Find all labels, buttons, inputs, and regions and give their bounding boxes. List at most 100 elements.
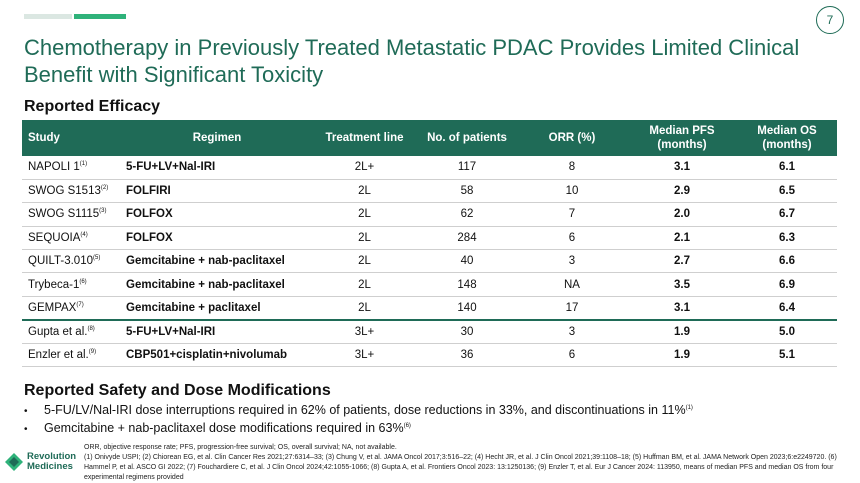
bullet-marker: • xyxy=(24,424,28,435)
cell-regimen: Gemcitabine + nab-paclitaxel xyxy=(122,272,312,297)
table-row: Enzler et al.(9) CBP501+cisplatin+nivolum… xyxy=(22,343,837,368)
company-logo: Revolution Medicines xyxy=(4,452,76,472)
table-row: NAPOLI 1(1) 5-FU+LV+Nal-IRI 2L+ 117 8 3.1 6.1 xyxy=(22,156,837,180)
cell-study: GEMPAX(7) xyxy=(22,296,122,321)
cell-regimen: CBP501+cisplatin+nivolumab xyxy=(122,343,312,368)
cell-orr: 7 xyxy=(517,202,627,227)
table-row: SEQUOIA(4) FOLFOX 2L 284 6 2.1 6.3 xyxy=(22,226,837,251)
cell-patients: 62 xyxy=(417,202,517,227)
cell-pfs: 2.0 xyxy=(627,202,737,227)
cell-os: 5.0 xyxy=(737,319,837,344)
cell-os: 6.3 xyxy=(737,226,837,251)
cell-orr: 17 xyxy=(517,296,627,321)
safety-bullets: • 5-FU/LV/Nal-IRI dose interruptions req… xyxy=(24,402,693,438)
cell-orr: 6 xyxy=(517,343,627,368)
cell-os: 6.1 xyxy=(737,156,837,180)
accent-bar-highlight xyxy=(74,14,126,19)
cell-treatment-line: 2L+ xyxy=(312,156,417,180)
cell-ref: (7) xyxy=(76,301,84,308)
cell-orr: 8 xyxy=(517,156,627,180)
cell-patients: 58 xyxy=(417,179,517,204)
cell-orr: NA xyxy=(517,272,627,297)
table-row: SWOG S1513(2) FOLFIRI 2L 58 10 2.9 6.5 xyxy=(22,179,837,204)
cell-os: 6.5 xyxy=(737,179,837,204)
header-orr: ORR (%) xyxy=(548,132,596,144)
cell-patients: 148 xyxy=(417,272,517,297)
cell-study: SEQUOIA(4) xyxy=(22,226,122,251)
cell-patients: 140 xyxy=(417,296,517,321)
table-row: QUILT-3.010(5) Gemcitabine + nab-paclitax… xyxy=(22,249,837,274)
cell-study: SWOG S1513(2) xyxy=(22,179,122,204)
cell-pfs: 2.1 xyxy=(627,226,737,251)
safety-heading: Reported Safety and Dose Modifications xyxy=(24,382,331,399)
revolution-medicines-logo-icon xyxy=(5,453,23,471)
list-item: • 5-FU/LV/Nal-IRI dose interruptions req… xyxy=(24,402,693,420)
cell-patients: 117 xyxy=(417,156,517,180)
logo-line-2: Medicines xyxy=(27,461,73,472)
bullet-ref: (1) xyxy=(685,404,693,411)
cell-study: Gupta et al.(8) xyxy=(22,319,122,344)
header-os: Median OS (months) xyxy=(757,125,817,151)
cell-pfs: 3.1 xyxy=(627,156,737,180)
slide-title: Chemotherapy in Previously Treated Metas… xyxy=(24,35,800,87)
accent-bar xyxy=(24,14,72,19)
bullet-text: 5-FU/LV/Nal-IRI dose interruptions requi… xyxy=(44,403,686,417)
efficacy-heading: Reported Efficacy xyxy=(24,98,161,115)
cell-os: 5.1 xyxy=(737,343,837,368)
bullet-text: Gemcitabine + nab-paclitaxel dose modifi… xyxy=(44,421,404,435)
cell-os: 6.9 xyxy=(737,272,837,297)
cell-study: SWOG S1115(3) xyxy=(22,202,122,227)
cell-study: Trybeca-1(6) xyxy=(22,272,122,297)
cell-patients: 40 xyxy=(417,249,517,274)
footnote-references: (1) Onivyde USPI; (2) Chiorean EG, et al… xyxy=(84,454,837,481)
cell-regimen: 5-FU+LV+Nal-IRI xyxy=(122,319,312,344)
header-study: Study xyxy=(28,132,60,144)
cell-treatment-line: 2L xyxy=(312,272,417,297)
cell-pfs: 3.5 xyxy=(627,272,737,297)
table-row: Gupta et al.(8) 5-FU+LV+Nal-IRI 3L+ 30 3 1.9 5… xyxy=(22,319,837,344)
bullet-ref: (6) xyxy=(403,422,411,429)
efficacy-table: Study Regimen Treatment line No. of pati… xyxy=(22,120,837,368)
table-row: GEMPAX(7) Gemcitabine + paclitaxel 2L 140 17… xyxy=(22,296,837,321)
cell-pfs: 1.9 xyxy=(627,319,737,344)
cell-ref: (9) xyxy=(88,348,97,355)
footnote-abbreviations: ORR, objective response rate; PFS, progr… xyxy=(84,444,397,451)
cell-regimen: Gemcitabine + nab-paclitaxel xyxy=(122,249,312,274)
page-number: 7 xyxy=(816,6,844,34)
cell-pfs: 1.9 xyxy=(627,343,737,368)
cell-treatment-line: 2L xyxy=(312,249,417,274)
cell-os: 6.7 xyxy=(737,202,837,227)
header-pfs: Median PFS (months) xyxy=(649,125,715,151)
cell-ref: (6) xyxy=(79,278,87,285)
cell-ref: (5) xyxy=(93,255,101,262)
cell-orr: 10 xyxy=(517,179,627,204)
table-row: SWOG S1115(3) FOLFOX 2L 62 7 2.0 6.7 xyxy=(22,202,837,227)
cell-study: NAPOLI 1(1) xyxy=(22,156,122,180)
cell-pfs: 2.7 xyxy=(627,249,737,274)
footnotes: ORR, objective response rate; PFS, progr… xyxy=(84,443,844,483)
cell-treatment-line: 2L xyxy=(312,202,417,227)
cell-treatment-line: 3L+ xyxy=(312,343,417,368)
cell-ref: (1) xyxy=(79,161,88,168)
list-item: • Gemcitabine + nab-paclitaxel dose modi… xyxy=(24,420,693,438)
header-patients: No. of patients xyxy=(427,132,507,144)
cell-regimen: Gemcitabine + paclitaxel xyxy=(122,296,312,321)
cell-treatment-line: 2L xyxy=(312,296,417,321)
cell-os: 6.4 xyxy=(737,296,837,321)
cell-study: Enzler et al.(9) xyxy=(22,343,122,368)
cell-regimen: 5-FU+LV+Nal-IRI xyxy=(122,156,312,180)
cell-ref: (3) xyxy=(99,208,107,215)
logo-line-1: Revolution xyxy=(27,451,77,462)
cell-ref: (8) xyxy=(87,325,95,332)
cell-pfs: 3.1 xyxy=(627,296,737,321)
cell-treatment-line: 3L+ xyxy=(312,319,417,344)
cell-regimen: FOLFOX xyxy=(122,202,312,227)
cell-os: 6.6 xyxy=(737,249,837,274)
cell-treatment-line: 2L xyxy=(312,226,417,251)
cell-ref: (2) xyxy=(100,185,109,192)
cell-regimen: FOLFOX xyxy=(122,226,312,251)
header-treatment-line: Treatment line xyxy=(325,132,404,144)
header-regimen: Regimen xyxy=(192,132,242,144)
cell-study: QUILT-3.010(5) xyxy=(22,249,122,274)
table-header-row: Study Regimen Treatment line No. of pati… xyxy=(22,120,837,156)
